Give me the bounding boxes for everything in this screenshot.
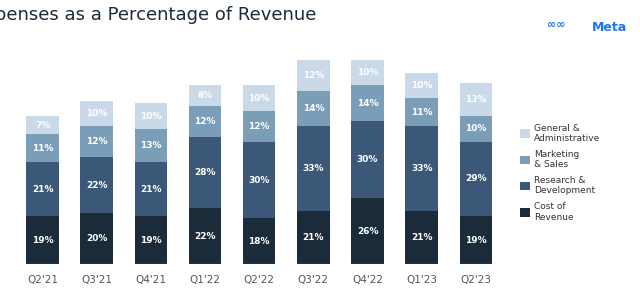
Text: 30%: 30% [248, 176, 270, 185]
Bar [134, 103, 167, 129]
Text: 26%: 26% [356, 227, 378, 236]
Text: 29%: 29% [465, 174, 486, 183]
Bar [351, 85, 384, 121]
Text: 10%: 10% [140, 112, 161, 121]
Bar [405, 211, 438, 264]
Bar [243, 219, 275, 264]
Text: 12%: 12% [248, 122, 270, 131]
Bar [405, 126, 438, 211]
Bar [460, 216, 492, 264]
Bar [189, 136, 221, 208]
Bar [460, 116, 492, 142]
Bar [189, 208, 221, 264]
Bar [243, 142, 275, 219]
Text: 21%: 21% [411, 233, 433, 242]
Text: 19%: 19% [32, 236, 53, 245]
Bar [189, 85, 221, 106]
Bar [81, 101, 113, 126]
Bar [26, 162, 59, 216]
Text: 8%: 8% [197, 91, 212, 100]
Text: 20%: 20% [86, 234, 108, 244]
Text: 33%: 33% [411, 164, 433, 173]
Bar [297, 211, 330, 264]
Bar [134, 162, 167, 216]
Bar [81, 126, 113, 157]
Bar [81, 157, 113, 213]
Text: 19%: 19% [465, 236, 486, 245]
Bar [26, 216, 59, 264]
Text: 10%: 10% [411, 81, 433, 90]
Bar [243, 85, 275, 111]
Bar [460, 83, 492, 116]
Legend: General &
Administrative, Marketing
& Sales, Research &
Development, Cost of
Rev: General & Administrative, Marketing & Sa… [520, 124, 601, 222]
Text: 33%: 33% [303, 164, 324, 173]
Bar [351, 60, 384, 85]
Text: 10%: 10% [357, 68, 378, 77]
Text: 18%: 18% [248, 237, 270, 246]
Bar [81, 213, 113, 264]
Text: 22%: 22% [195, 232, 216, 241]
Bar [297, 126, 330, 211]
Text: 12%: 12% [195, 117, 216, 126]
Bar [297, 60, 330, 91]
Text: 10%: 10% [86, 109, 108, 118]
Text: 11%: 11% [411, 108, 433, 117]
Bar [26, 116, 59, 134]
Text: 14%: 14% [303, 104, 324, 113]
Text: 21%: 21% [32, 185, 53, 194]
Text: 28%: 28% [195, 168, 216, 177]
Bar [405, 73, 438, 98]
Bar [297, 91, 330, 126]
Bar [351, 121, 384, 198]
Text: Expenses as a Percentage of Revenue: Expenses as a Percentage of Revenue [0, 6, 317, 24]
Bar [26, 134, 59, 162]
Text: 30%: 30% [357, 155, 378, 164]
Text: 11%: 11% [32, 143, 53, 153]
Text: 13%: 13% [140, 141, 162, 150]
Text: 21%: 21% [140, 185, 162, 194]
Text: 12%: 12% [86, 137, 108, 146]
Text: Meta: Meta [592, 21, 627, 34]
Text: 10%: 10% [465, 124, 486, 133]
Text: 19%: 19% [140, 236, 162, 245]
Bar [189, 106, 221, 136]
Text: 22%: 22% [86, 181, 108, 190]
Bar [351, 198, 384, 264]
Text: ∞∞: ∞∞ [547, 20, 566, 30]
Text: 13%: 13% [465, 95, 486, 104]
Text: 14%: 14% [356, 99, 378, 108]
Bar [243, 111, 275, 142]
Text: 21%: 21% [303, 233, 324, 242]
Bar [460, 142, 492, 216]
Text: 12%: 12% [303, 71, 324, 80]
Bar [134, 216, 167, 264]
Text: 7%: 7% [35, 121, 51, 130]
Text: 10%: 10% [248, 94, 270, 103]
Bar [405, 98, 438, 126]
Bar [134, 129, 167, 162]
